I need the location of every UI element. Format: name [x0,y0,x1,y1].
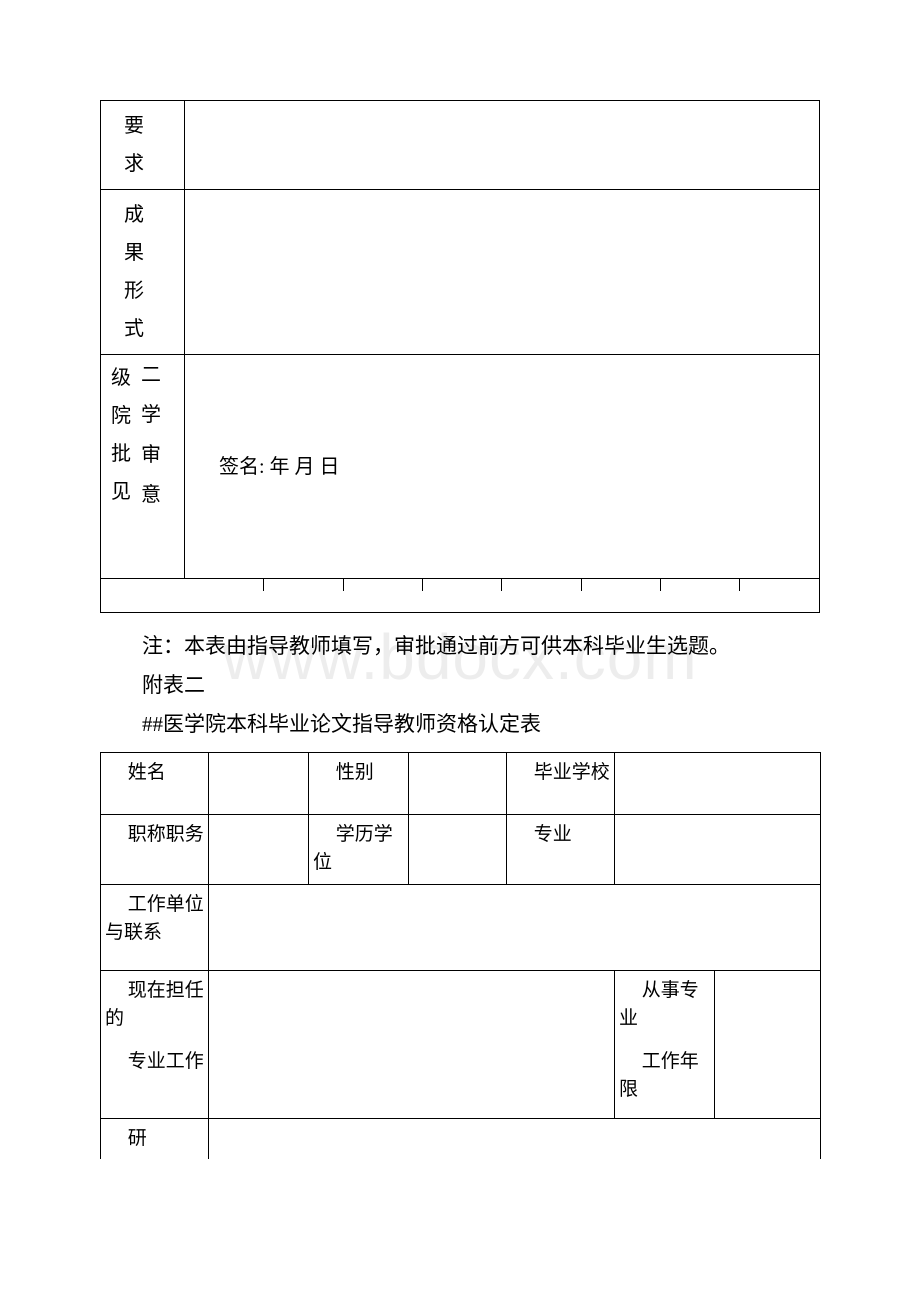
t2-edu-label: 学历学位 [309,814,409,884]
appendix-label: 附表二 [100,666,820,705]
t2-gender-val [409,752,507,814]
t1-r3-left-b: 院 [111,397,131,435]
t1-r4-inner [185,579,820,591]
t2-edu-val [409,814,507,884]
t1-r3-left-c: 批 [111,435,131,473]
t2-name-val [209,752,309,814]
t1-r3-right-a: 二 [141,356,161,394]
t1-r3-left-d: 见 [111,473,131,511]
t2-research-label: 研 [101,1118,209,1159]
t2-title-label: 职称职务 [101,814,209,884]
t1-r3-right-b: 学 [141,396,161,434]
t1-r2-char-c: 形 [123,272,145,310]
t2-gender-label: 性别 [309,752,409,814]
t2-unit-label: 工作单位与联系 [101,884,209,970]
t2-years-val [715,970,821,1118]
t1-r4-a [101,579,185,613]
t2-title-val [209,814,309,884]
t2-major-val [615,814,821,884]
t1-r3-right-c: 审 [141,436,161,474]
t2-unit-val [209,884,821,970]
note-paragraph: 注：本表由指导教师填写，审批通过前方可供本科毕业生选题。 [100,627,820,666]
t1-r3-sig-cell: 签名: 年 月 日 [185,355,820,579]
t2-current-label: 现在担任的 专业工作 [101,970,209,1118]
t2-research-val [209,1118,821,1159]
table-2: 姓名 性别 毕业学校 职称职务 学历学位 专业 工作单位与联系 现在担任的 专业… [100,752,821,1160]
t2-major-label: 专业 [507,814,615,884]
t1-r3-right-d: 意 [141,476,161,514]
signature-line: 签名: 年 月 日 [219,456,340,478]
t1-r3-left-a: 级 [111,359,131,397]
table-1: 要 求 成 果 形 式 级 院 [100,100,820,613]
t2-years-label: 从事专业 工作年限 [615,970,715,1118]
page-content: 要 求 成 果 形 式 级 院 [0,0,920,1159]
t1-r2-content [185,190,820,355]
t2-current-val [209,970,615,1118]
t1-r2-char-a: 成 [123,196,145,234]
t1-r2-char-b: 果 [123,234,145,272]
t1-r1-char-a: 要 [123,107,145,145]
t2-school-val [615,752,821,814]
t1-r1-content [185,101,820,190]
table2-title: ##医学院本科毕业论文指导教师资格认定表 [100,705,820,744]
t1-r1-char-b: 求 [123,145,145,183]
t2-school-label: 毕业学校 [507,752,615,814]
t2-name-label: 姓名 [101,752,209,814]
t1-r2-char-d: 式 [123,310,145,348]
